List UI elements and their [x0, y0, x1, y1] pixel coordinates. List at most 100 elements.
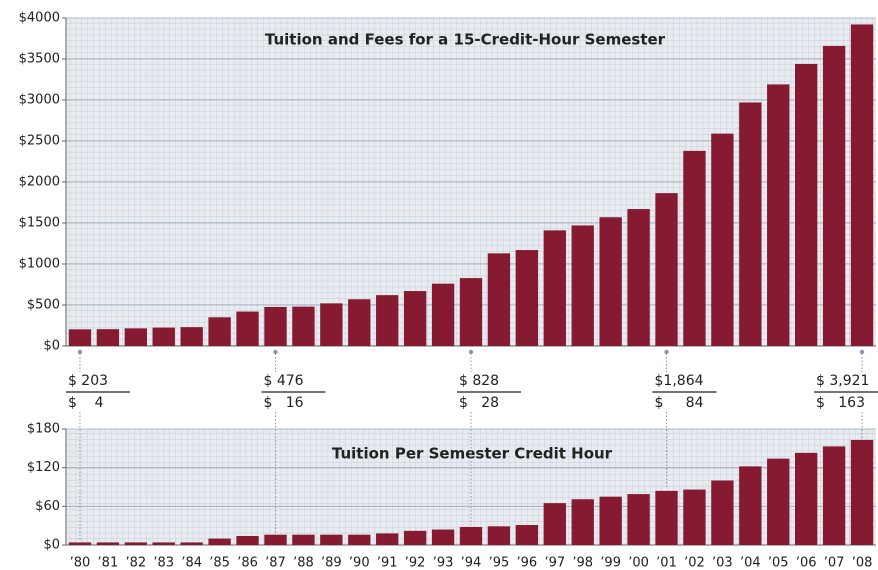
bar — [795, 63, 818, 347]
y-tick-label: $500 — [27, 298, 60, 313]
bar — [655, 193, 678, 346]
y-tick-label: $180 — [27, 422, 60, 437]
bar — [543, 230, 566, 346]
bar — [152, 542, 175, 545]
bar — [767, 84, 790, 347]
x-tick-label: ’82 — [125, 556, 146, 570]
value-label: $ 476 — [263, 373, 303, 389]
bar — [236, 311, 259, 346]
bar — [292, 534, 315, 545]
bar — [431, 529, 455, 545]
bar — [96, 329, 120, 346]
chart-title: Tuition Per Semester Credit Hour — [332, 445, 613, 463]
value-label: $ 3,921 — [816, 373, 869, 389]
bar — [264, 306, 287, 346]
value-label: $1,864 — [655, 373, 704, 389]
x-tick-label: ’85 — [209, 556, 230, 570]
connector-dot — [468, 349, 474, 355]
bar — [822, 446, 846, 545]
bar — [739, 102, 762, 347]
x-tick-label: ’90 — [349, 556, 370, 570]
y-tick-label: $2000 — [19, 175, 60, 190]
x-tick-label: ’88 — [293, 556, 314, 570]
x-tick-label: ’91 — [377, 556, 398, 570]
bar — [180, 542, 203, 545]
x-tick-label: ’03 — [712, 556, 733, 570]
x-tick-label: ’07 — [824, 556, 845, 570]
value-label: $ 828 — [459, 373, 499, 389]
bar — [403, 291, 427, 346]
bar — [320, 303, 343, 346]
bar — [515, 525, 539, 545]
x-tick-label: ’94 — [461, 556, 482, 570]
x-tick-label: ’00 — [628, 556, 649, 570]
bar — [683, 150, 706, 346]
bar — [711, 480, 734, 545]
x-tick-label: ’87 — [265, 556, 286, 570]
bar — [739, 466, 762, 545]
bar — [571, 225, 594, 346]
bar — [124, 328, 147, 346]
y-tick-label: $0 — [43, 538, 60, 553]
x-tick-label: ’83 — [153, 556, 174, 570]
connector-dot — [77, 349, 83, 355]
bar — [152, 327, 175, 346]
bar — [292, 306, 315, 346]
x-tick-label: ’96 — [517, 556, 538, 570]
bar — [236, 535, 259, 545]
bar — [208, 317, 231, 346]
bar — [403, 530, 427, 545]
x-tick-label: ’99 — [600, 556, 621, 570]
y-tick-label: $3000 — [19, 93, 60, 108]
bar — [376, 533, 399, 545]
y-tick-label: $3500 — [19, 52, 60, 67]
y-tick-label: $1000 — [19, 257, 60, 272]
x-tick-label: ’95 — [489, 556, 510, 570]
bar — [767, 458, 790, 545]
bar — [599, 217, 622, 346]
bar — [320, 534, 343, 545]
bar — [459, 278, 483, 346]
x-tick-label: ’97 — [544, 556, 565, 570]
value-label: $ 163 — [816, 395, 865, 411]
value-label: $ 203 — [68, 373, 108, 389]
x-tick-label: ’98 — [572, 556, 593, 570]
bar — [795, 452, 818, 545]
bar — [599, 496, 622, 545]
bar — [683, 489, 706, 545]
bar — [850, 439, 874, 545]
x-tick-label: ’93 — [433, 556, 454, 570]
bar — [627, 209, 650, 346]
x-tick-label: ’02 — [684, 556, 705, 570]
bar — [459, 526, 483, 545]
x-tick-label: ’01 — [656, 556, 677, 570]
bar — [96, 542, 120, 545]
x-tick-label: ’08 — [852, 556, 873, 570]
value-label: $ 16 — [263, 395, 303, 411]
bar — [515, 250, 539, 346]
x-tick-label: ’06 — [796, 556, 817, 570]
x-tick-label: ’80 — [70, 556, 91, 570]
bar — [431, 283, 455, 346]
x-tick-label: ’04 — [740, 556, 761, 570]
y-tick-label: $120 — [27, 460, 60, 475]
x-tick-label: ’84 — [181, 556, 202, 570]
value-label: $ 84 — [655, 395, 704, 411]
x-tick-label: ’89 — [321, 556, 342, 570]
bar — [627, 494, 650, 545]
x-tick-label: ’81 — [98, 556, 119, 570]
bar — [348, 299, 371, 346]
x-tick-label: ’92 — [405, 556, 426, 570]
bar — [822, 45, 846, 346]
y-tick-label: $0 — [43, 339, 60, 354]
y-tick-label: $2500 — [19, 134, 60, 149]
bar — [124, 542, 147, 545]
bar — [208, 538, 231, 545]
bar — [68, 542, 92, 545]
bar — [376, 295, 399, 346]
y-tick-label: $1500 — [19, 216, 60, 231]
connector-dot — [859, 349, 865, 355]
x-tick-label: ’86 — [237, 556, 258, 570]
bar — [850, 24, 874, 347]
